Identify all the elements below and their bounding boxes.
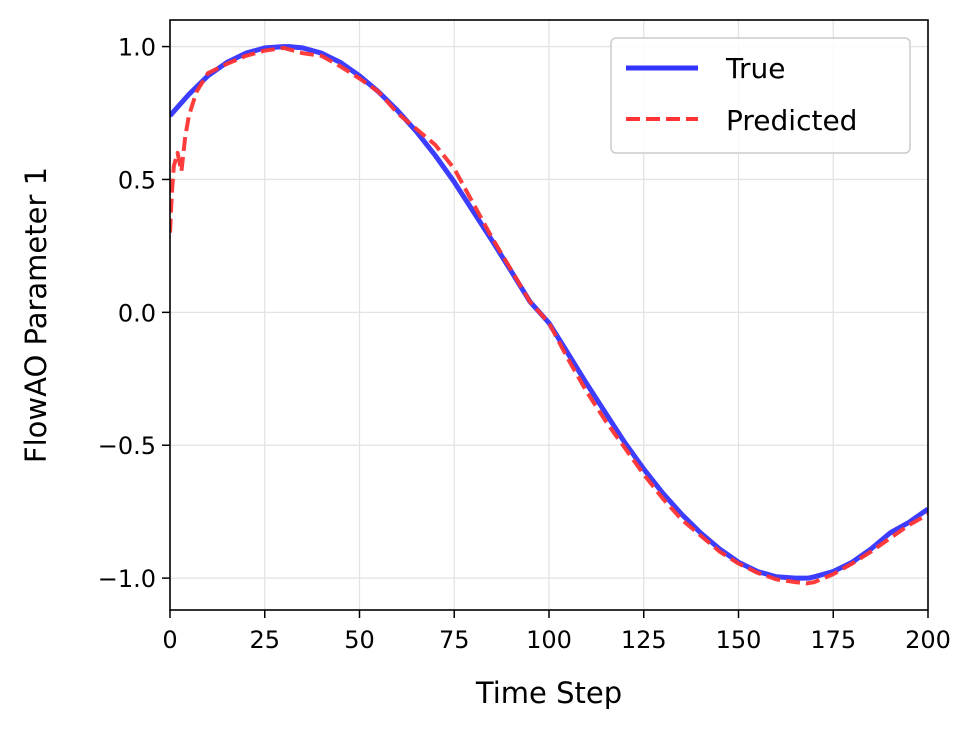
x-axis-ticks: 0 25 50 75 100 125 150 175 200 (162, 610, 951, 654)
legend-label-predicted: Predicted (726, 104, 857, 137)
y-tick-label: 0.0 (118, 299, 156, 327)
x-tick-label: 0 (162, 626, 177, 654)
series-line-true (170, 44, 928, 581)
x-tick-label: 150 (716, 626, 762, 654)
y-axis-label: FlowAO Parameter 1 (19, 167, 53, 463)
series-line-predicted (170, 45, 928, 586)
x-tick-label: 125 (621, 626, 667, 654)
legend-label-true: True (725, 52, 785, 85)
legend: True Predicted (610, 37, 911, 154)
x-tick-label: 175 (810, 626, 856, 654)
y-tick-label: −1.0 (98, 565, 156, 593)
y-axis-ticks: −1.0 −0.5 0.0 0.5 1.0 (98, 34, 170, 593)
x-tick-label: 100 (526, 626, 572, 654)
x-tick-label: 50 (344, 626, 375, 654)
y-tick-label: 0.5 (118, 166, 156, 194)
x-tick-label: 25 (249, 626, 280, 654)
x-tick-label: 200 (905, 626, 951, 654)
x-tick-label: 75 (439, 626, 470, 654)
series-layer (170, 44, 928, 586)
y-tick-label: 1.0 (118, 34, 156, 62)
x-axis-label: Time Step (475, 676, 622, 710)
y-tick-label: −0.5 (98, 432, 156, 460)
